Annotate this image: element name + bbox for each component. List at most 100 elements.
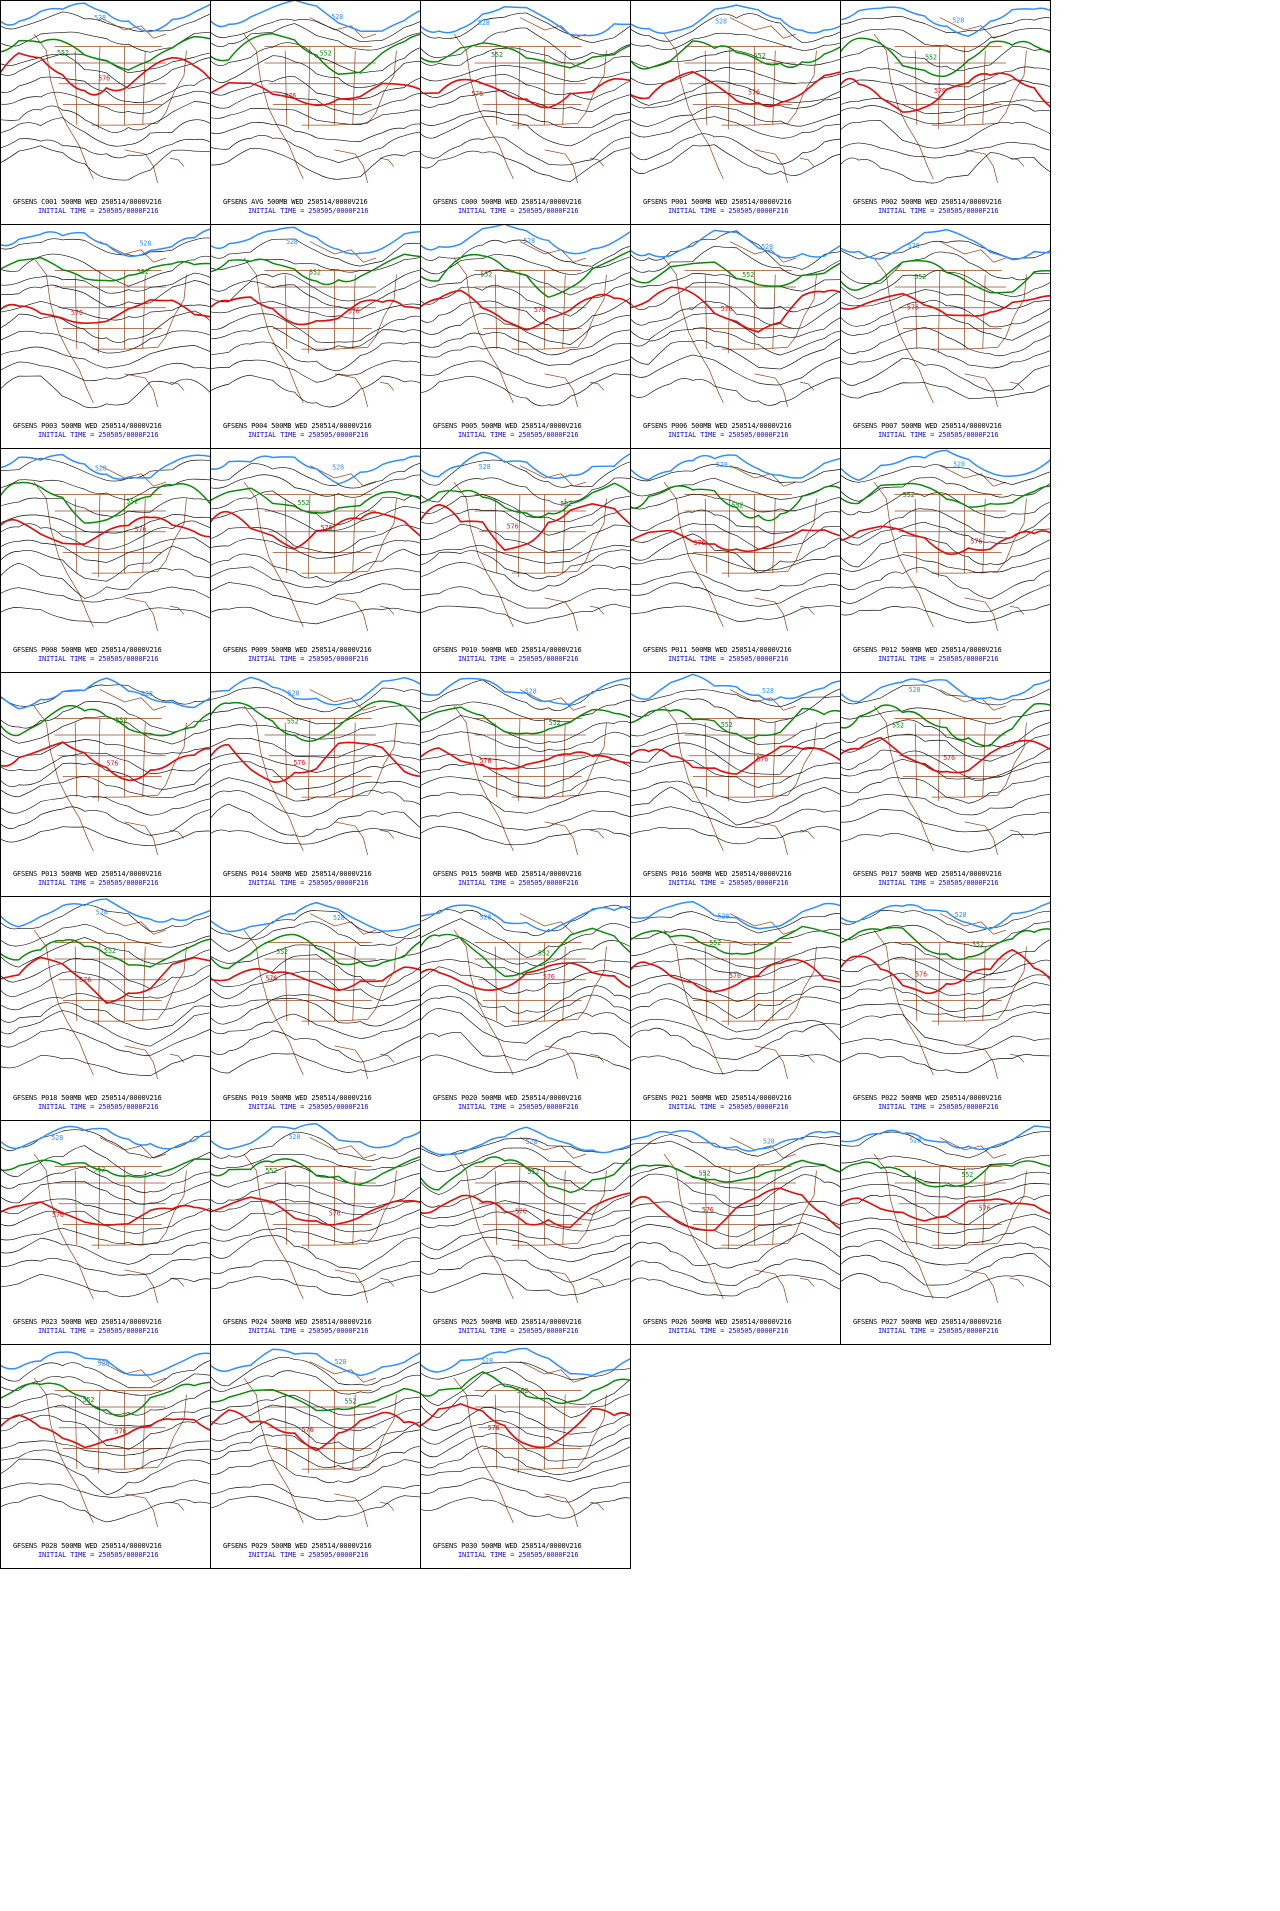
- initial-time-label: INITIAL TIME = 250505/0000F216: [668, 1103, 789, 1111]
- contour-label: 528: [288, 1133, 300, 1141]
- initial-time-label: INITIAL TIME = 250505/0000F216: [458, 1103, 579, 1111]
- contour-label: 528: [718, 912, 730, 920]
- contour-label: 552: [265, 1167, 277, 1175]
- contour-label: 552: [137, 268, 149, 276]
- contour-label: 576: [52, 1211, 64, 1219]
- contour-label: 552: [57, 49, 69, 57]
- contour-label: 552: [560, 500, 572, 508]
- contour-552: 552: [421, 706, 630, 735]
- contour-552: 552: [1, 938, 210, 968]
- panel-title: GFSENS C001 500MB WED 250514/0000V216: [13, 198, 162, 206]
- contour-label: 552: [298, 499, 310, 507]
- contour-528: 528: [1, 898, 210, 928]
- contour-528: 528: [841, 449, 1050, 482]
- panel-title: GFSENS P012 500MB WED 250514/0000V216: [853, 646, 1002, 654]
- contour-552: 552: [211, 933, 420, 970]
- black-contours: [1, 903, 210, 1077]
- black-contours: [631, 13, 840, 176]
- black-contours: [421, 679, 630, 846]
- contour-label: 552: [126, 498, 138, 506]
- ensemble-panel: 528 552 576 GFSENS P028 500MB WED 250514/00…: [0, 1344, 211, 1569]
- contour-552: 552: [211, 253, 420, 286]
- contour-label: 552: [914, 273, 926, 281]
- height-contour-map: 528 552 576: [421, 451, 630, 632]
- contour-label: 552: [903, 491, 915, 499]
- contour-label: 576: [135, 526, 147, 534]
- contour-label: 552: [491, 51, 503, 59]
- coastline-boundaries: [663, 913, 817, 1080]
- coastline-boundaries: [33, 465, 187, 632]
- black-contours: [841, 684, 1050, 853]
- contour-label: 576: [915, 970, 927, 978]
- contour-576: 576: [211, 81, 420, 107]
- ensemble-panel: 528 552 576 GFSENS P005 500MB WED 250514/00…: [420, 224, 631, 449]
- contour-label: 576: [943, 754, 955, 762]
- contour-552: 552: [211, 487, 420, 514]
- contour-label: 528: [526, 1138, 538, 1146]
- black-contours: [421, 1361, 630, 1519]
- contour-label: 576: [98, 74, 110, 82]
- contour-576: 576: [841, 292, 1050, 317]
- panel-title: GFSENS P017 500MB WED 250514/0000V216: [853, 870, 1002, 878]
- contour-552: 552: [841, 926, 1050, 961]
- contour-576: 576: [421, 747, 630, 770]
- contour-576: 576: [211, 510, 420, 550]
- black-contours: [211, 1131, 420, 1297]
- ensemble-panel: 528 552 576 GFSENS P008 500MB WED 250514/00…: [0, 448, 211, 673]
- initial-time-label: INITIAL TIME = 250505/0000F216: [458, 1327, 579, 1335]
- contour-576: 576: [1, 1201, 210, 1227]
- contour-label: 576: [293, 759, 305, 767]
- contour-label: 528: [141, 690, 153, 698]
- contour-576: 576: [421, 962, 630, 991]
- black-contours: [211, 910, 420, 1074]
- panel-title: GFSENS P006 500MB WED 250514/0000V216: [643, 422, 792, 430]
- coastline-boundaries: [243, 17, 397, 184]
- black-contours: [631, 230, 840, 406]
- contour-552: 552: [211, 33, 420, 75]
- contour-576: 576: [631, 286, 840, 333]
- panel-title: GFSENS P022 500MB WED 250514/0000V216: [853, 1094, 1002, 1102]
- contour-label: 528: [908, 242, 920, 250]
- contour-label: 528: [955, 911, 967, 919]
- black-contours: [841, 1131, 1050, 1299]
- initial-time-label: INITIAL TIME = 250505/0000F216: [458, 879, 579, 887]
- contour-label: 552: [104, 947, 116, 955]
- contour-label: 576: [107, 760, 119, 768]
- contour-552: 552: [841, 259, 1050, 294]
- panel-title: GFSENS P011 500MB WED 250514/0000V216: [643, 646, 792, 654]
- contour-552: 552: [211, 700, 420, 742]
- height-contour-map: 528 552 576: [1, 677, 210, 856]
- initial-time-label: INITIAL TIME = 250505/0000F216: [38, 431, 159, 439]
- black-contours: [631, 463, 840, 622]
- initial-time-label: INITIAL TIME = 250505/0000F216: [248, 431, 369, 439]
- contour-label: 528: [481, 1357, 493, 1365]
- contour-576: 576: [211, 296, 420, 326]
- contour-528: 528: [841, 901, 1050, 930]
- contour-552: 552: [631, 485, 840, 522]
- initial-time-label: INITIAL TIME = 250505/0000F216: [458, 431, 579, 439]
- contour-label: 528: [332, 464, 344, 472]
- black-contours: [631, 911, 840, 1075]
- contour-576: 576: [841, 525, 1050, 555]
- ensemble-panel: 528 552 576 GFSENS P002 500MB WED 250514/00…: [840, 0, 1051, 225]
- ensemble-panel: 528 552 576 GFSENS P024 500MB WED 250514/00…: [210, 1120, 421, 1345]
- panel-title: GFSENS AVG 500MB WED 250514/0000V216: [223, 198, 368, 206]
- panel-title: GFSENS P008 500MB WED 250514/0000V216: [13, 646, 162, 654]
- contour-576: 576: [1, 516, 210, 545]
- height-contour-map: 528 552 576: [1, 1125, 210, 1304]
- black-contours: [211, 687, 420, 845]
- contour-576: 576: [421, 1403, 630, 1449]
- height-contour-map: 528 552 576: [421, 1126, 630, 1304]
- ensemble-panel: 528 552 576 GFSENS P006 500MB WED 250514/00…: [630, 224, 841, 449]
- contour-label: 528: [97, 1360, 109, 1368]
- black-contours: [211, 238, 420, 408]
- contour-label: 552: [93, 1165, 105, 1173]
- contour-label: 576: [480, 757, 492, 765]
- contour-label: 552: [961, 1171, 973, 1179]
- contour-552: 552: [421, 250, 630, 299]
- coastline-boundaries: [33, 689, 187, 856]
- height-contour-map: 528 552 576: [211, 455, 420, 632]
- ensemble-panel: 528 552 576 GFSENS P012 500MB WED 250514/00…: [840, 448, 1051, 673]
- initial-time-label: INITIAL TIME = 250505/0000F216: [38, 1551, 159, 1559]
- contour-label: 552: [345, 1398, 357, 1406]
